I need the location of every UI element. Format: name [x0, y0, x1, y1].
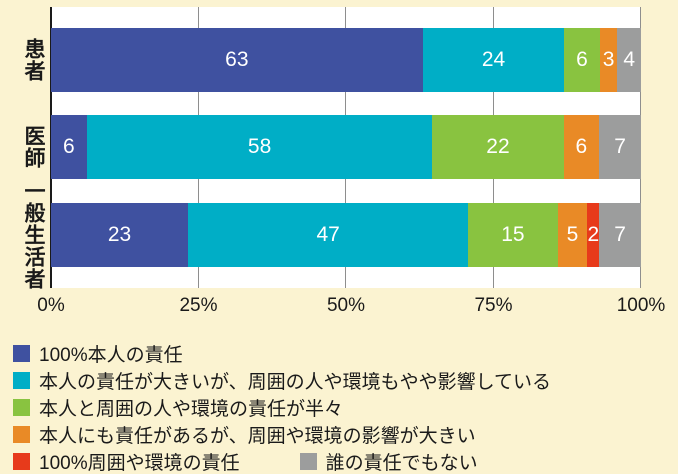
bar-value-label: 2	[587, 223, 600, 246]
legend-item-2: 本人と周囲の人や環境の責任が半々	[13, 394, 343, 421]
bar-value-label: 6	[575, 135, 588, 158]
x-tick-label-25: 25%	[179, 295, 218, 316]
legend-swatch-icon	[13, 453, 30, 470]
x-tick-label-100: 100%	[616, 295, 666, 316]
legend-label: 本人と周囲の人や環境の責任が半々	[39, 399, 344, 420]
bar-value-label: 5	[566, 223, 579, 246]
legend-row-3: 本人にも責任があるが、周囲や環境の影響が大きい	[13, 421, 668, 448]
bar-value-label: 63	[225, 48, 249, 71]
bar-segment: 6	[51, 115, 87, 179]
bar-value-label: 24	[481, 48, 506, 71]
bar-segment: 2	[587, 203, 600, 267]
bar-value-label: 58	[247, 135, 272, 158]
legend-swatch-icon	[13, 399, 30, 416]
category-label-0: 患者	[22, 38, 45, 82]
bar-value-label: 4	[623, 48, 636, 71]
bar-value-label: 7	[614, 135, 626, 158]
bar-segment: 63	[51, 28, 423, 92]
legend-item-4: 100%周囲や環境の責任	[13, 448, 240, 475]
legend-item-5: 誰の責任でもない	[299, 448, 478, 475]
legend-item-1: 本人の責任が大きいが、周囲の人や環境もやや影響している	[13, 367, 551, 394]
x-tick-label-50: 50%	[326, 295, 366, 316]
plot-area: 63 24 6 3 4 6 58 22 6 7 23 47 15 5 2 7	[51, 7, 641, 288]
category-label-1: 医師	[22, 125, 45, 169]
legend: 100%本人の責任本人の責任が大きいが、周囲の人や環境もやや影響している 本人と周…	[13, 340, 668, 475]
bar-segment: 4	[617, 28, 641, 92]
bar-segment: 6	[563, 115, 600, 179]
bar-segment: 7	[599, 203, 641, 267]
bar-row-1: 6 58 22 6 7	[51, 115, 641, 179]
bar-segment: 47	[188, 203, 469, 267]
bar-segment: 3	[599, 28, 618, 92]
bar-value-label: 22	[486, 135, 510, 158]
legend-item-3: 本人にも責任があるが、周囲や環境の影響が大きい	[13, 421, 476, 448]
legend-label: 100%本人の責任	[39, 345, 183, 366]
legend-row-0: 100%本人の責任	[13, 340, 668, 367]
legend-label: 100%周囲や環境の責任	[39, 453, 240, 474]
bar-value-label: 7	[614, 223, 626, 246]
bar-segment: 22	[432, 115, 564, 179]
x-tick-label-0: 0%	[37, 295, 65, 316]
legend-row-4: 100%周囲や環境の責任 誰の責任でもない	[13, 448, 668, 475]
x-tick-label-75: 75%	[474, 295, 513, 316]
bar-segment: 6	[564, 28, 600, 92]
legend-swatch-icon	[13, 372, 30, 389]
bar-segment: 58	[86, 115, 433, 179]
legend-swatch-icon	[13, 426, 30, 443]
bar-value-label: 3	[602, 48, 615, 71]
legend-label: 本人にも責任があるが、周囲や環境の影響が大きい	[39, 426, 476, 447]
bar-row-0: 63 24 6 3 4	[51, 28, 641, 92]
bar-value-label: 6	[576, 48, 588, 71]
legend-item-0: 100%本人の責任	[13, 340, 183, 367]
bar-segment: 24	[422, 28, 565, 92]
bar-value-label: 23	[107, 223, 132, 246]
x-axis: 0% 25% 50% 75% 100%	[37, 295, 665, 321]
bar-value-label: 15	[501, 223, 525, 246]
bar-segment: 23	[51, 203, 189, 267]
bar-segment: 15	[468, 203, 558, 267]
bar-segment: 5	[557, 203, 588, 267]
legend-swatch-icon	[13, 345, 30, 362]
bar-segment: 7	[599, 115, 641, 179]
bar-row-2: 23 47 15 5 2 7	[51, 203, 641, 267]
bar-value-label: 47	[316, 223, 340, 246]
legend-row-2: 本人と周囲の人や環境の責任が半々	[13, 394, 668, 421]
legend-swatch-icon	[299, 453, 317, 470]
bar-value-label: 6	[63, 135, 75, 158]
category-label-2: 一般生活者	[22, 180, 45, 290]
legend-label: 誰の責任でもない	[325, 453, 478, 474]
legend-row-1: 本人の責任が大きいが、周囲の人や環境もやや影響している	[13, 367, 668, 394]
legend-label: 本人の責任が大きいが、周囲の人や環境もやや影響している	[39, 372, 552, 393]
